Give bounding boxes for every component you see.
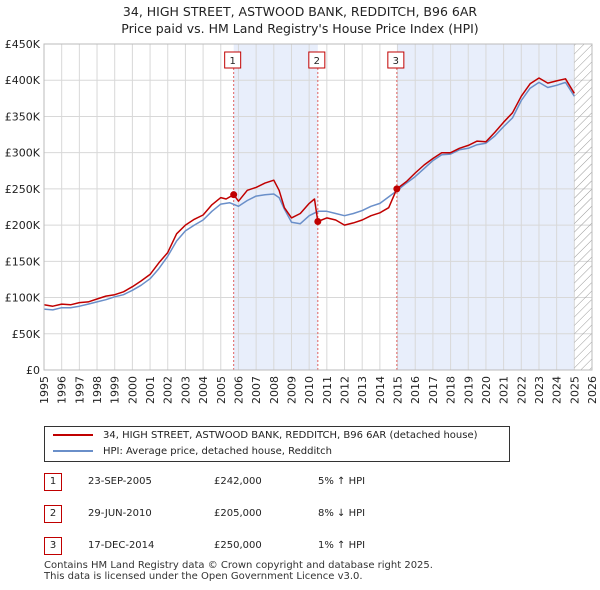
- sale-date: 29-JUN-2010: [88, 508, 152, 519]
- x-tick-label: 2025: [568, 376, 581, 404]
- chart-title: 34, HIGH STREET, ASTWOOD BANK, REDDITCH,…: [0, 3, 600, 37]
- x-tick-label: 2024: [551, 376, 564, 404]
- plot-frame: [43, 43, 593, 371]
- x-tick-label: 2000: [126, 376, 139, 404]
- x-tick-label: 2022: [515, 376, 528, 404]
- legend-price-swatch: [53, 434, 93, 436]
- legend-price-label: 34, HIGH STREET, ASTWOOD BANK, REDDITCH,…: [103, 430, 478, 441]
- legend-item-price: 34, HIGH STREET, ASTWOOD BANK, REDDITCH,…: [53, 428, 478, 444]
- sale-point: [230, 191, 238, 199]
- x-tick-label: 1995: [38, 376, 51, 404]
- price-paid-line: [43, 77, 575, 307]
- x-tick-label: 2011: [321, 376, 334, 404]
- sale-label-number: 2: [314, 56, 320, 67]
- sale-hpi-diff: 1% ↑ HPI: [318, 540, 366, 551]
- sale-point: [314, 217, 322, 225]
- title-line-2: Price paid vs. HM Land Registry's House …: [121, 21, 479, 36]
- x-tick-label: 2026: [586, 376, 599, 404]
- x-tick-label: 2013: [356, 376, 369, 404]
- x-tick-label: 2004: [197, 376, 210, 404]
- sale-label-box: [308, 51, 326, 69]
- x-tick-label: 1996: [56, 376, 69, 404]
- sale-price: £250,000: [214, 540, 262, 551]
- x-tick-label: 1998: [91, 376, 104, 404]
- x-tick-label: 2012: [339, 376, 352, 404]
- sale-hpi-diff: 8% ↓ HPI: [318, 508, 366, 519]
- y-tick-label: £150K: [5, 255, 41, 268]
- footer-line-1: Contains HM Land Registry data © Crown c…: [44, 560, 433, 571]
- x-tick-label: 1997: [73, 376, 86, 404]
- x-tick-label: 2016: [409, 376, 422, 404]
- footer: Contains HM Land Registry data © Crown c…: [44, 560, 433, 582]
- sale-number-badge: 2: [44, 505, 62, 523]
- y-tick-label: £350K: [5, 110, 41, 123]
- x-tick-label: 2008: [268, 376, 281, 404]
- y-tick-label: £50K: [12, 328, 41, 341]
- title-line-1: 34, HIGH STREET, ASTWOOD BANK, REDDITCH,…: [122, 4, 478, 19]
- x-tick-label: 2006: [232, 376, 245, 404]
- x-tick-label: 1999: [109, 376, 122, 404]
- x-tick-label: 2003: [179, 376, 192, 404]
- sale-date: 17-DEC-2014: [88, 540, 155, 551]
- sale-point: [393, 185, 401, 193]
- sale-date: 23-SEP-2005: [88, 476, 152, 487]
- x-tick-label: 2019: [462, 376, 475, 404]
- sale-label-number: 3: [393, 56, 399, 67]
- y-tick-label: £100K: [5, 292, 41, 305]
- price-chart: 1 2 3 £0 £50K £100K £150K £200K £250K £300K £350K…: [5, 38, 599, 404]
- y-tick-label: £400K: [5, 74, 41, 87]
- x-tick-label: 2002: [162, 376, 175, 404]
- x-tick-label: 2021: [498, 376, 511, 404]
- sale-number-badge: 3: [44, 537, 62, 555]
- sale-number-badge: 1: [44, 473, 62, 491]
- sale-price: £242,000: [214, 476, 262, 487]
- y-tick-label: £450K: [5, 38, 41, 51]
- x-tick-label: 2015: [392, 376, 405, 404]
- x-tick-label: 2017: [427, 376, 440, 404]
- y-tick-label: £300K: [5, 147, 41, 160]
- sale-label-box: [224, 51, 242, 69]
- hpi-line: [43, 81, 575, 311]
- legend-item-hpi: HPI: Average price, detached house, Redd…: [53, 444, 332, 460]
- footer-line-2: This data is licensed under the Open Gov…: [44, 571, 363, 582]
- x-tick-label: 2009: [285, 376, 298, 404]
- y-tick-label: £200K: [5, 219, 41, 232]
- sale-hpi-diff: 5% ↑ HPI: [318, 476, 366, 487]
- x-tick-label: 2010: [303, 376, 316, 404]
- ownership-shade: [233, 44, 318, 370]
- x-tick-label: 2007: [250, 376, 263, 404]
- x-tick-label: 2023: [533, 376, 546, 404]
- y-tick-label: £250K: [5, 183, 41, 196]
- x-tick-label: 2014: [374, 376, 387, 404]
- x-tick-label: 2001: [144, 376, 157, 404]
- y-tick-label: £0: [26, 364, 40, 377]
- x-tick-label: 2005: [215, 376, 228, 404]
- legend-hpi-label: HPI: Average price, detached house, Redd…: [103, 446, 332, 457]
- future-hatch: [574, 44, 592, 370]
- sale-label-box: [387, 51, 405, 69]
- sale-label-number: 1: [229, 56, 235, 67]
- x-tick-label: 2020: [480, 376, 493, 404]
- sale-price: £205,000: [214, 508, 262, 519]
- x-tick-label: 2018: [445, 376, 458, 404]
- legend: 34, HIGH STREET, ASTWOOD BANK, REDDITCH,…: [44, 426, 510, 462]
- legend-hpi-swatch: [53, 450, 93, 452]
